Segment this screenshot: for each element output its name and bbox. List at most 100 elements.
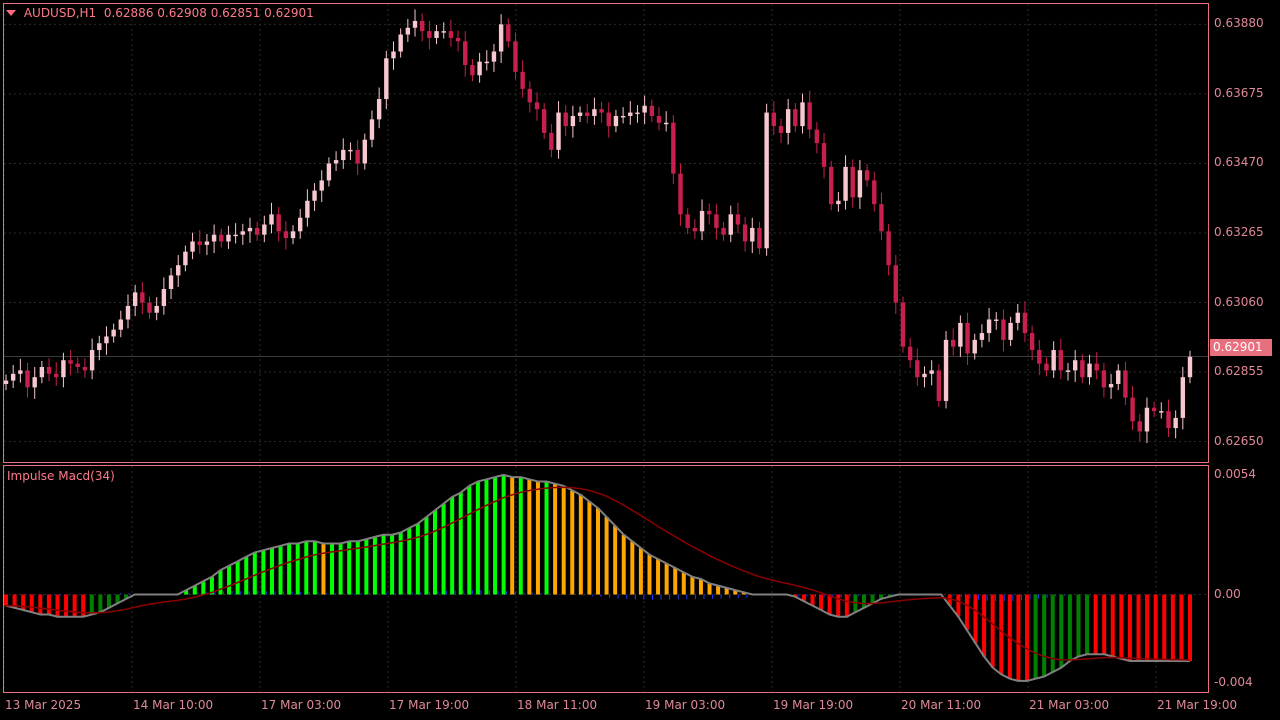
impulse-bar [613,525,618,595]
impulse-bar [475,481,480,595]
impulse-bar [561,485,566,595]
time-axis-label: 19 Mar 19:00 [773,698,854,712]
collapse-triangle-icon[interactable] [6,10,16,16]
candle-body [943,339,949,401]
candle-body [986,319,992,334]
impulse-bar [407,528,412,595]
candle-body [412,20,418,28]
impulse-bar [1059,594,1064,668]
impulse-bar [321,543,326,595]
impulse-bar [1110,594,1115,657]
candle-body [1051,350,1056,371]
candle-body [714,214,719,228]
candle-body [3,380,9,384]
impulse-bar [38,594,43,615]
impulse-bar [956,594,961,617]
candle-body [520,71,525,89]
candle-body [893,265,898,303]
impulse-bar [252,552,257,595]
candle-body [807,102,812,130]
candle-body [958,322,963,347]
time-axis-label: 21 Mar 03:00 [1029,698,1110,712]
candle-body [994,319,999,322]
candle-body [721,227,726,235]
impulse-bar [21,594,26,611]
candle-body [1008,322,1013,340]
impulse-bar [218,570,223,595]
impulse-bar [887,594,892,597]
candle-body [951,339,956,347]
candle-body [46,367,52,374]
impulse-bar [398,532,403,595]
candle-body [879,204,884,232]
candle-body [563,112,568,127]
candle-body [685,214,690,228]
candle-body [204,241,210,245]
candle-body [97,343,102,351]
candle-body [10,373,16,381]
candle-body [728,214,733,235]
impulse-bar [647,554,652,595]
indicator-title: Impulse Macd(34) [7,469,115,483]
impulse-bar [518,477,523,595]
candle-body [570,115,576,127]
current-price-tag: 0.62901 [1210,339,1272,356]
impulse-bar [553,483,558,595]
candle-body [513,41,518,72]
candle-body [319,180,324,191]
candle-body [362,139,367,164]
candle-body [613,115,619,127]
candle-body [814,129,820,144]
impulse-bar [1102,594,1107,655]
candle-body [800,102,805,127]
indicator-axis-label: 0.00 [1214,586,1241,601]
candle-body [484,61,489,64]
candle-body [18,370,23,374]
impulse-bar [1033,594,1038,679]
impulse-bar [733,590,738,595]
candle-body [764,112,769,249]
candle-body [549,132,554,150]
candle-body [972,339,977,354]
candle-body [68,360,73,364]
candle-body [864,170,870,181]
impulse-bar [441,503,446,595]
candle-body [628,112,633,116]
candle-body [1044,363,1049,371]
candle-body [140,292,145,303]
impulse-bar [424,516,429,595]
candle-body [872,180,877,205]
impulse-bar [587,501,592,595]
candle-body [599,109,604,113]
candle-body [1166,411,1171,429]
impulse-bar [1093,594,1098,655]
price-axis-label: 0.63675 [1214,85,1264,100]
impulse-bar [1188,594,1192,661]
candle-body [61,360,66,378]
impulse-bar [844,594,849,617]
impulse-bar [55,594,60,617]
candle-body [290,231,296,239]
candle-body [1151,407,1157,412]
candle-body [1080,360,1085,378]
impulse-bar [1170,594,1175,661]
impulse-bar [501,474,506,595]
candle-body [778,126,784,133]
impulse-bar [192,585,197,595]
candle-body [900,302,906,347]
impulse-bar [304,541,309,595]
candle-body [197,241,202,245]
candle-body [384,58,389,99]
time-axis-label: 17 Mar 03:00 [261,698,342,712]
time-axis-label: 17 Mar 19:00 [389,698,470,712]
candle-body [663,122,669,125]
candle-body [850,166,855,198]
impulse-bar [527,479,532,595]
candle-body [491,51,497,62]
impulse-bar [621,534,626,595]
impulse-bar [89,594,94,615]
impulse-bar [467,485,472,595]
impulse-bar [1145,594,1150,661]
candle-body [541,109,547,133]
